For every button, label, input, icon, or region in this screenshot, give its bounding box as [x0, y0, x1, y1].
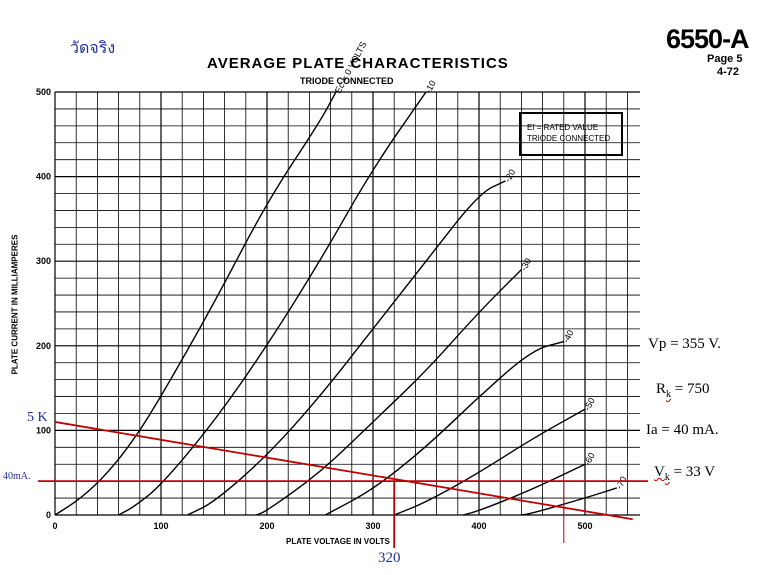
x-tick-label: 100 — [153, 521, 168, 531]
y-tick-label: 0 — [46, 510, 51, 520]
page-number: Page 5 — [707, 53, 743, 65]
curve-label: -20 — [502, 168, 517, 184]
rk-suffix: = 750 — [671, 381, 710, 397]
annotation-operating-voltage: 320 — [378, 550, 401, 566]
curve-label: -70 — [614, 475, 629, 491]
chart-subtitle: TRIODE CONNECTED — [300, 76, 394, 86]
y-axis-label: PLATE CURRENT IN MILLIAMPERES — [10, 234, 20, 375]
rk-prefix: R — [656, 381, 667, 397]
annotation-current-marker: 40mA. — [3, 471, 31, 482]
x-axis-label: PLATE VOLTAGE IN VOLTS — [286, 537, 390, 546]
legend-line-2: TRIODE CONNECTED — [527, 134, 611, 143]
annotation-vp: Vp = 355 V. — [648, 336, 721, 352]
grid-bias-curve — [187, 180, 506, 516]
y-tick-label: 300 — [36, 256, 51, 266]
chart-title: AVERAGE PLATE CHARACTERISTICS — [207, 55, 509, 72]
curve-label: -60 — [582, 451, 597, 467]
annotation-load-label: 5 K — [27, 410, 48, 425]
x-tick-label: 400 — [471, 521, 486, 531]
annotation-rk: Rk = 750 — [656, 381, 709, 400]
thai-note: วัดจริง — [70, 38, 116, 57]
x-tick-label: 200 — [259, 521, 274, 531]
vk-sub: k — [664, 472, 670, 483]
tube-type: 6550-A — [666, 24, 750, 54]
grid-bias-curve — [54, 91, 337, 516]
vk-prefix: V — [654, 464, 665, 480]
annotation-vk: Vk = 33 V — [654, 464, 715, 483]
annotation-ia: Ia = 40 mA. — [646, 422, 719, 438]
grid-bias-curve — [118, 91, 427, 516]
curve-label: -50 — [582, 396, 597, 412]
curve-label: -30 — [518, 256, 533, 272]
date-code: 4-72 — [717, 66, 740, 78]
y-tick-label: 200 — [36, 341, 51, 351]
x-tick-label: 500 — [577, 521, 592, 531]
x-tick-label: 0 — [52, 521, 57, 531]
curve-label: -40 — [561, 328, 576, 344]
vk-suffix: = 33 V — [669, 464, 716, 480]
grid-bias-curve — [521, 487, 618, 516]
y-tick-label: 400 — [36, 172, 51, 182]
rk-sub: k — [666, 389, 672, 400]
legend-line-1: Ef = RATED VALUE — [527, 123, 599, 132]
grid-bias-curve — [256, 269, 522, 516]
y-tick-label: 100 — [36, 425, 51, 435]
load-line — [54, 421, 633, 521]
legend-box: Ef = RATED VALUE TRIODE CONNECTED — [519, 112, 623, 156]
x-tick-label: 300 — [365, 521, 380, 531]
grid-bias-curve — [462, 463, 586, 516]
grid-bias-curve — [324, 340, 564, 516]
y-tick-label: 500 — [36, 87, 51, 97]
grid-bias-curve — [393, 408, 586, 516]
